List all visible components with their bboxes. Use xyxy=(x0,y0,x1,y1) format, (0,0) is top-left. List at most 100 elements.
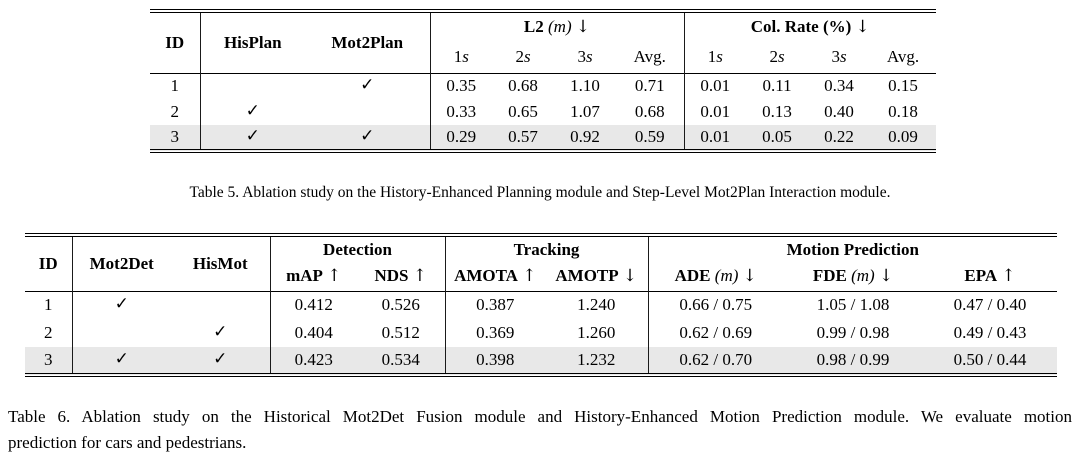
cell-hismot-check: ✓ xyxy=(171,319,271,347)
group-header-motion-prediction: Motion Prediction xyxy=(648,235,1057,263)
cell-l2-3s: 1.07 xyxy=(570,102,600,122)
column-header-id: ID xyxy=(150,11,201,73)
group-label: Col. Rate xyxy=(750,17,819,37)
cell-fde: 0.98 / 0.99 xyxy=(783,347,924,375)
metric-unit: (m) xyxy=(851,266,875,286)
cell-mot2det-check xyxy=(72,319,171,347)
cell-hismot-check xyxy=(171,290,271,319)
group-unit: (m) xyxy=(548,17,572,37)
cell-id: 2 xyxy=(150,99,201,125)
group-label: Detection xyxy=(323,240,392,260)
cell-cr-avg: 0.09 xyxy=(870,125,937,151)
cell-map: 0.404 xyxy=(294,323,333,343)
cell-id: 3 xyxy=(25,347,73,375)
cell-l2-1s: 0.29 xyxy=(430,125,492,151)
subheader-map: mAP ↑ xyxy=(270,263,357,291)
cell-mot2det-check: ✓ xyxy=(72,347,171,375)
subheader-cr-1s: 1s xyxy=(707,47,723,67)
cell-l2-3s: 0.92 xyxy=(554,125,616,151)
cell-id: 1 xyxy=(25,290,73,319)
cell-l2-avg: 0.71 xyxy=(616,72,685,99)
table-row: 1 ✓ 0.412 0.526 0.387 1.240 0.66 / 0.75 … xyxy=(25,290,1058,319)
metric-label: FDE xyxy=(812,266,847,286)
table6-caption-line2: prediction for cars and pedestrians. xyxy=(8,433,247,453)
cell-l2-2s: 0.68 xyxy=(492,72,554,99)
cell-mot2plan-check: ✓ xyxy=(305,72,431,99)
subheader-fde: FDE (m) ↓ xyxy=(783,263,923,291)
table5-subheader-row: 1s 2s 3s Avg. 1s 2s 3s Avg. xyxy=(150,42,936,73)
group-unit: (%) xyxy=(822,17,852,37)
subheader-ade: ADE (m) ↓ xyxy=(648,263,783,291)
cell-cr-3s: 0.40 xyxy=(824,102,854,122)
table5: ID HisPlan Mot2Plan L2 (m) ↓ Col. Rate (… xyxy=(150,9,937,153)
subheader-epa: EPA ↑ xyxy=(923,263,1057,291)
cell-l2-avg: 0.59 xyxy=(616,125,685,151)
table-row: 2 ✓ 0.33 0.65 1.07 0.68 0.01 0.13 0.40 0… xyxy=(150,99,936,125)
up-arrow-icon: ↑ xyxy=(327,266,342,287)
cell-nds: 0.534 xyxy=(357,347,446,375)
table5-grid: ID HisPlan Mot2Plan L2 (m) ↓ Col. Rate (… xyxy=(150,9,937,153)
cell-ade: 0.66 / 0.75 xyxy=(648,290,784,319)
cell-epa: 0.47 / 0.40 xyxy=(923,290,1058,319)
group-header-l2: L2 (m) ↓ xyxy=(430,11,685,42)
cell-mot2plan-check: ✓ xyxy=(305,125,431,151)
cell-epa: 0.49 / 0.43 xyxy=(953,323,1027,343)
cell-l2-3s: 1.10 xyxy=(554,72,616,99)
group-header-col-rate: Col. Rate (%) ↓ xyxy=(684,11,936,42)
cell-l2-avg: 0.68 xyxy=(616,99,685,125)
cell-cr-2s: 0.13 xyxy=(762,102,792,122)
cell-l2-2s: 0.57 xyxy=(492,125,554,151)
cell-hismot-check: ✓ xyxy=(171,347,271,375)
metric-label: AMOTP xyxy=(555,266,619,286)
group-header-tracking: Tracking xyxy=(445,235,649,263)
up-arrow-icon: ↑ xyxy=(1001,266,1016,287)
cell-l2-1s: 0.35 xyxy=(430,72,492,99)
subheader-l2-1s: 1s xyxy=(453,47,469,67)
cell-id: 2 xyxy=(25,319,73,347)
subheader-amotp: AMOTP ↓ xyxy=(545,263,649,291)
cell-ade: 0.62 / 0.69 xyxy=(679,323,753,343)
up-arrow-icon: ↑ xyxy=(522,266,537,287)
cell-nds: 0.512 xyxy=(357,319,446,347)
cell-amotp: 1.260 xyxy=(545,319,649,347)
column-header-mot2det: Mot2Det xyxy=(89,253,154,273)
table-row-highlighted: 3 ✓ ✓ 0.29 0.57 0.92 0.59 0.01 0.05 0.22… xyxy=(150,125,937,151)
table6-caption: Table 6. Ablation study on the Historica… xyxy=(8,404,1072,457)
cell-id: 1 xyxy=(150,72,201,99)
cell-fde: 1.05 / 1.08 xyxy=(783,290,924,319)
cell-mot2det-check: ✓ xyxy=(72,290,171,319)
cell-cr-2s: 0.05 xyxy=(746,125,809,151)
cell-mot2plan-check xyxy=(305,99,431,125)
cell-hisplan-check xyxy=(200,72,305,99)
cell-amotp: 1.232 xyxy=(545,347,649,375)
cell-fde: 0.99 / 0.98 xyxy=(816,323,890,343)
table-row: 2 ✓ 0.404 0.512 0.369 1.260 0.62 / 0.69 … xyxy=(25,319,1057,347)
metric-label: EPA xyxy=(964,266,998,286)
column-header-id: ID xyxy=(25,235,73,291)
down-arrow-icon: ↓ xyxy=(622,266,638,287)
subheader-nds: NDS ↑ xyxy=(357,263,446,291)
subheader-l2-2s: 2s xyxy=(515,47,531,67)
cell-hisplan-check: ✓ xyxy=(200,125,305,151)
cell-cr-1s: 0.01 xyxy=(684,125,747,151)
table-row: 1 ✓ 0.35 0.68 1.10 0.71 0.01 0.11 0.34 0… xyxy=(150,72,937,99)
metric-label: NDS xyxy=(374,266,409,286)
column-header-hisplan: HisPlan xyxy=(223,32,282,52)
cell-amota: 0.387 xyxy=(445,290,546,319)
subheader-l2-3s: 3s xyxy=(577,47,593,67)
subheader-cr-avg: Avg. xyxy=(886,47,920,67)
cell-amota: 0.398 xyxy=(445,347,546,375)
group-header-detection: Detection xyxy=(270,235,446,263)
cell-ade: 0.62 / 0.70 xyxy=(648,347,784,375)
table5-caption: Table 5. Ablation study on the History-E… xyxy=(189,184,891,201)
cell-cr-avg: 0.15 xyxy=(870,72,937,99)
group-label: Motion Prediction xyxy=(786,240,919,260)
down-arrow-icon: ↓ xyxy=(742,266,757,287)
subheader-amota: AMOTA ↑ xyxy=(445,263,545,291)
cell-map: 0.412 xyxy=(270,290,357,319)
cell-hisplan-check: ✓ xyxy=(245,101,260,122)
column-header-mot2plan: Mot2Plan xyxy=(305,11,431,73)
group-label: L2 xyxy=(523,17,544,37)
cell-map: 0.423 xyxy=(270,347,357,375)
cell-cr-3s: 0.34 xyxy=(808,72,871,99)
